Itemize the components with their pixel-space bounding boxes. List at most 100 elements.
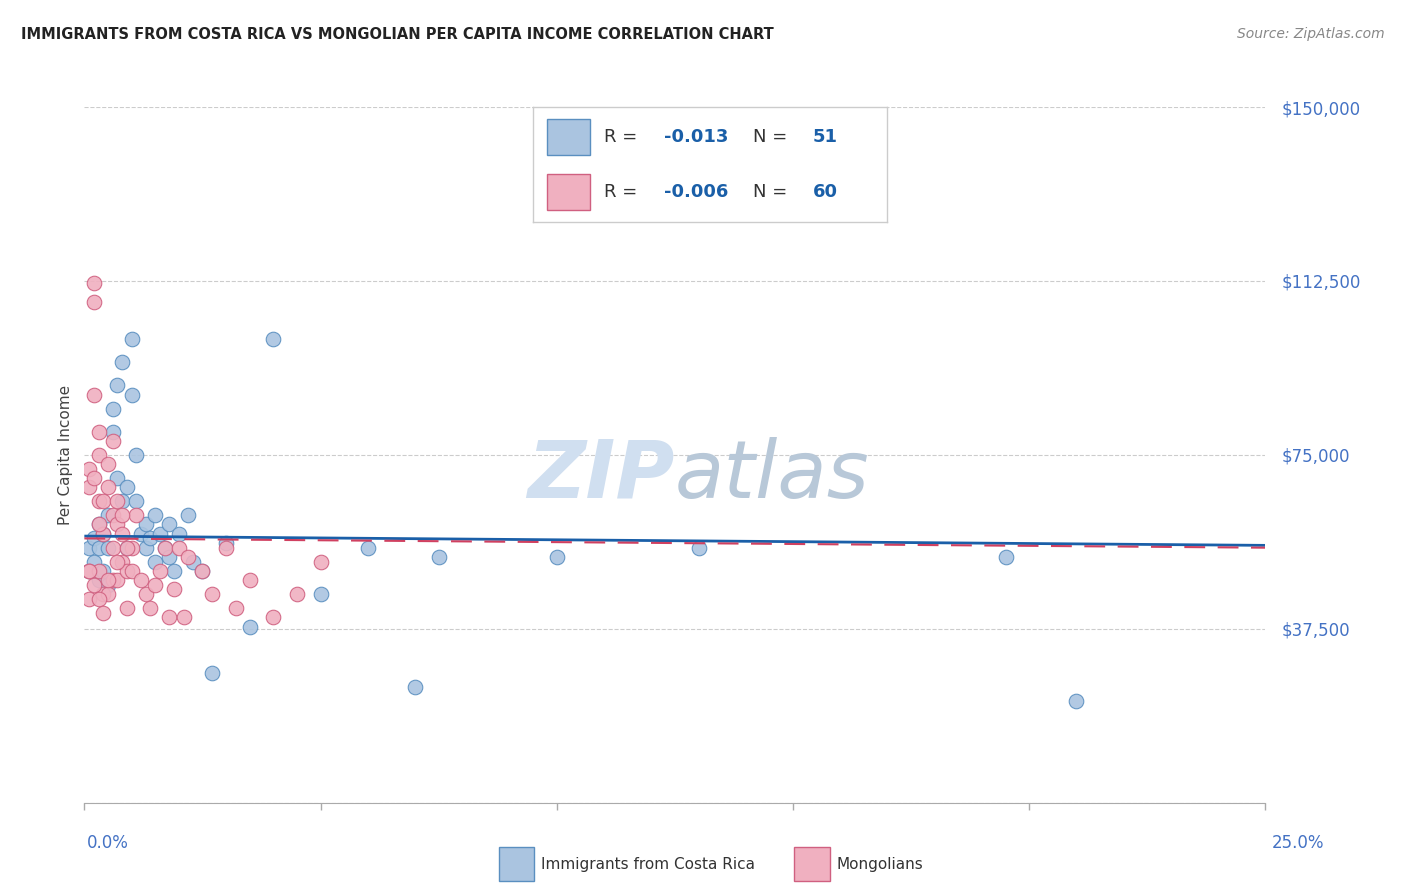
Point <box>111 526 134 541</box>
Point <box>91 564 114 578</box>
Point <box>167 526 190 541</box>
Point <box>101 425 124 439</box>
Point <box>83 277 105 291</box>
Text: IMMIGRANTS FROM COSTA RICA VS MONGOLIAN PER CAPITA INCOME CORRELATION CHART: IMMIGRANTS FROM COSTA RICA VS MONGOLIAN … <box>21 27 773 42</box>
Point <box>157 517 180 532</box>
Point <box>135 541 157 555</box>
Point <box>83 387 105 401</box>
Point <box>97 508 120 523</box>
Point <box>546 549 568 564</box>
Point <box>87 494 110 508</box>
Point <box>83 578 105 592</box>
Point <box>87 541 110 555</box>
Point <box>163 564 186 578</box>
Text: Source: ZipAtlas.com: Source: ZipAtlas.com <box>1237 27 1385 41</box>
Point <box>77 480 100 494</box>
Point <box>262 610 284 624</box>
Point <box>121 387 143 401</box>
Point <box>177 508 200 523</box>
Point <box>173 610 195 624</box>
Point <box>143 555 166 569</box>
Point <box>77 462 100 476</box>
Point <box>87 425 110 439</box>
Point <box>191 564 214 578</box>
Point <box>101 573 124 587</box>
Point <box>115 541 138 555</box>
Point <box>129 573 152 587</box>
Point <box>181 555 204 569</box>
Point <box>215 536 238 550</box>
Point <box>83 294 105 309</box>
Point <box>97 457 120 471</box>
Point <box>191 564 214 578</box>
Point <box>121 564 143 578</box>
Point <box>201 665 224 680</box>
Point <box>139 601 162 615</box>
Point <box>135 517 157 532</box>
Point <box>115 564 138 578</box>
Point <box>239 619 262 633</box>
Point <box>83 532 105 546</box>
Y-axis label: Per Capita Income: Per Capita Income <box>58 384 73 525</box>
Point <box>139 532 162 546</box>
Point <box>1066 694 1088 708</box>
Point <box>121 541 143 555</box>
Point <box>143 578 166 592</box>
Point <box>177 549 200 564</box>
Point <box>125 508 148 523</box>
Text: Mongolians: Mongolians <box>837 857 924 871</box>
Point <box>77 541 100 555</box>
Point <box>101 541 124 555</box>
Point <box>129 526 152 541</box>
Point <box>107 494 129 508</box>
Point <box>111 508 134 523</box>
Point <box>115 480 138 494</box>
Text: Immigrants from Costa Rica: Immigrants from Costa Rica <box>541 857 755 871</box>
Point <box>107 378 129 392</box>
Point <box>111 355 134 369</box>
Point <box>83 555 105 569</box>
Point <box>153 541 176 555</box>
Text: atlas: atlas <box>675 437 870 515</box>
Text: 0.0%: 0.0% <box>87 834 129 852</box>
Point <box>994 549 1017 564</box>
Point <box>87 517 110 532</box>
Point <box>87 564 110 578</box>
Point <box>149 526 172 541</box>
Point <box>107 573 129 587</box>
Point <box>688 541 710 555</box>
Point <box>157 549 180 564</box>
Point <box>91 587 114 601</box>
Point <box>427 549 450 564</box>
Point <box>143 508 166 523</box>
Point <box>135 587 157 601</box>
Point <box>101 401 124 416</box>
Point <box>107 471 129 485</box>
Point <box>309 555 332 569</box>
Point <box>107 555 129 569</box>
Point <box>77 591 100 606</box>
Point <box>262 332 284 346</box>
Point <box>91 526 114 541</box>
Point <box>239 573 262 587</box>
Point <box>97 541 120 555</box>
Point <box>215 541 238 555</box>
Point <box>163 582 186 597</box>
Point <box>125 448 148 462</box>
Point <box>149 564 172 578</box>
Point <box>97 573 120 587</box>
Point <box>91 526 114 541</box>
Point <box>77 564 100 578</box>
Point <box>225 601 247 615</box>
Point <box>115 541 138 555</box>
Point <box>91 606 114 620</box>
Point <box>309 587 332 601</box>
Point <box>357 541 380 555</box>
Point <box>77 564 100 578</box>
Point <box>153 541 176 555</box>
Text: ZIP: ZIP <box>527 437 675 515</box>
Point <box>83 471 105 485</box>
Point <box>157 610 180 624</box>
Point <box>285 587 308 601</box>
Point <box>97 578 120 592</box>
